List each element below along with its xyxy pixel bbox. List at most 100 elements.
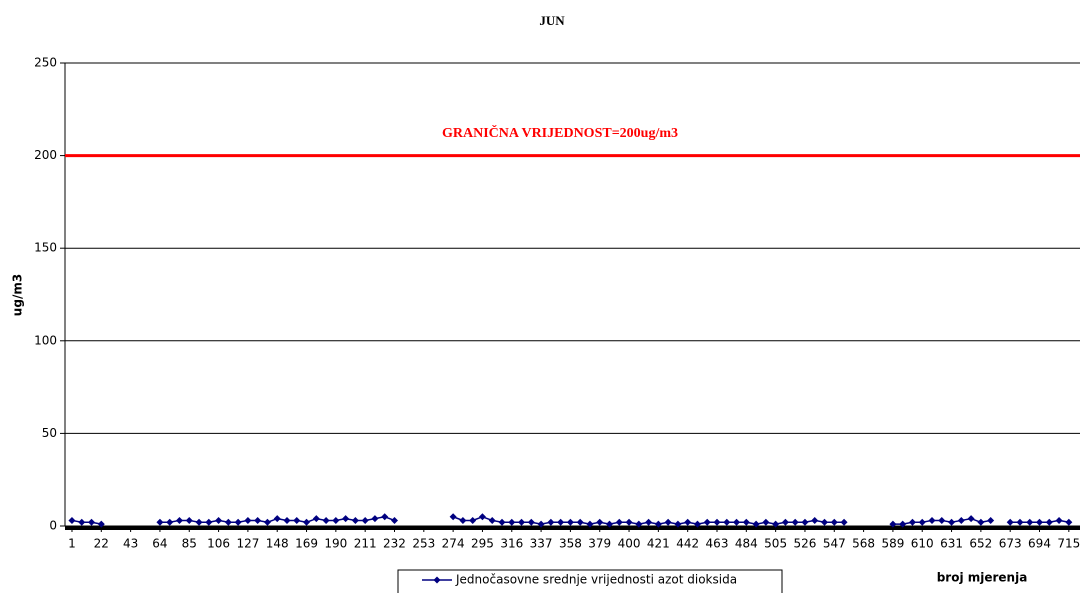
marker bbox=[1055, 516, 1063, 524]
marker bbox=[615, 518, 623, 526]
x-tick-label: 400 bbox=[618, 537, 641, 551]
marker bbox=[488, 516, 496, 524]
marker bbox=[733, 518, 741, 526]
marker bbox=[684, 518, 692, 526]
x-tick-label: 127 bbox=[236, 537, 259, 551]
marker bbox=[244, 516, 252, 524]
marker bbox=[664, 518, 672, 526]
marker bbox=[840, 518, 848, 526]
marker bbox=[576, 518, 584, 526]
marker bbox=[938, 516, 946, 524]
marker bbox=[88, 518, 96, 526]
marker bbox=[342, 515, 350, 523]
marker bbox=[381, 513, 389, 521]
marker bbox=[234, 518, 242, 526]
marker bbox=[459, 516, 467, 524]
chart-title: JUN bbox=[539, 13, 565, 28]
x-tick-label: 379 bbox=[588, 537, 611, 551]
marker bbox=[762, 518, 770, 526]
marker bbox=[303, 518, 311, 526]
marker bbox=[625, 518, 633, 526]
x-tick-label: 148 bbox=[266, 537, 289, 551]
y-tick-label: 250 bbox=[34, 56, 57, 70]
marker bbox=[1026, 518, 1034, 526]
marker bbox=[78, 518, 86, 526]
marker bbox=[283, 516, 291, 524]
marker bbox=[215, 516, 223, 524]
y-tick-label: 200 bbox=[34, 148, 57, 162]
marker bbox=[908, 518, 916, 526]
marker bbox=[713, 518, 721, 526]
marker bbox=[987, 516, 995, 524]
marker bbox=[781, 518, 789, 526]
marker bbox=[166, 518, 174, 526]
marker bbox=[469, 516, 477, 524]
marker bbox=[918, 518, 926, 526]
x-axis-band bbox=[65, 526, 1080, 530]
marker bbox=[557, 518, 565, 526]
x-tick-label: 505 bbox=[764, 537, 787, 551]
marker bbox=[723, 518, 731, 526]
marker bbox=[537, 520, 545, 528]
x-tick-label: 316 bbox=[500, 537, 523, 551]
x-tick-label: 421 bbox=[647, 537, 670, 551]
y-tick-label: 0 bbox=[49, 519, 57, 533]
marker bbox=[293, 516, 301, 524]
marker bbox=[821, 518, 829, 526]
marker bbox=[772, 520, 780, 528]
marker bbox=[635, 520, 643, 528]
x-tick-label: 442 bbox=[676, 537, 699, 551]
marker bbox=[175, 516, 183, 524]
x-tick-label: 547 bbox=[823, 537, 846, 551]
marker bbox=[830, 518, 838, 526]
marker bbox=[547, 518, 555, 526]
marker bbox=[390, 516, 398, 524]
marker bbox=[361, 516, 369, 524]
x-tick-label: 463 bbox=[706, 537, 729, 551]
x-tick-label: 694 bbox=[1028, 537, 1051, 551]
marker bbox=[185, 516, 193, 524]
marker bbox=[654, 520, 662, 528]
x-tick-label: 568 bbox=[852, 537, 875, 551]
x-tick-label: 589 bbox=[881, 537, 904, 551]
marker bbox=[674, 520, 682, 528]
x-tick-label: 652 bbox=[969, 537, 992, 551]
marker bbox=[693, 520, 701, 528]
y-tick-label: 50 bbox=[42, 426, 57, 440]
marker bbox=[312, 515, 320, 523]
marker bbox=[703, 518, 711, 526]
marker bbox=[1036, 518, 1044, 526]
x-tick-label: 526 bbox=[794, 537, 817, 551]
x-tick-label: 673 bbox=[999, 537, 1022, 551]
marker bbox=[742, 518, 750, 526]
marker bbox=[1006, 518, 1014, 526]
legend-label: Jednočasovne srednje vrijednosti azot di… bbox=[455, 573, 737, 587]
y-tick-label: 150 bbox=[34, 241, 57, 255]
marker bbox=[263, 518, 271, 526]
marker bbox=[889, 520, 897, 528]
marker bbox=[899, 520, 907, 528]
marker bbox=[752, 520, 760, 528]
marker bbox=[195, 518, 203, 526]
marker bbox=[566, 518, 574, 526]
marker bbox=[928, 516, 936, 524]
marker bbox=[273, 515, 281, 523]
x-tick-label: 715 bbox=[1057, 537, 1080, 551]
x-tick-label: 169 bbox=[295, 537, 318, 551]
x-tick-label: 295 bbox=[471, 537, 494, 551]
marker bbox=[596, 518, 604, 526]
marker bbox=[967, 515, 975, 523]
x-tick-label: 43 bbox=[123, 537, 138, 551]
marker bbox=[224, 518, 232, 526]
marker bbox=[97, 520, 105, 528]
marker bbox=[586, 520, 594, 528]
marker bbox=[332, 516, 340, 524]
x-tick-label: 190 bbox=[324, 537, 347, 551]
x-tick-label: 253 bbox=[412, 537, 435, 551]
marker bbox=[68, 516, 76, 524]
x-tick-label: 631 bbox=[940, 537, 963, 551]
x-tick-label: 106 bbox=[207, 537, 230, 551]
marker bbox=[605, 520, 613, 528]
marker bbox=[371, 515, 379, 523]
